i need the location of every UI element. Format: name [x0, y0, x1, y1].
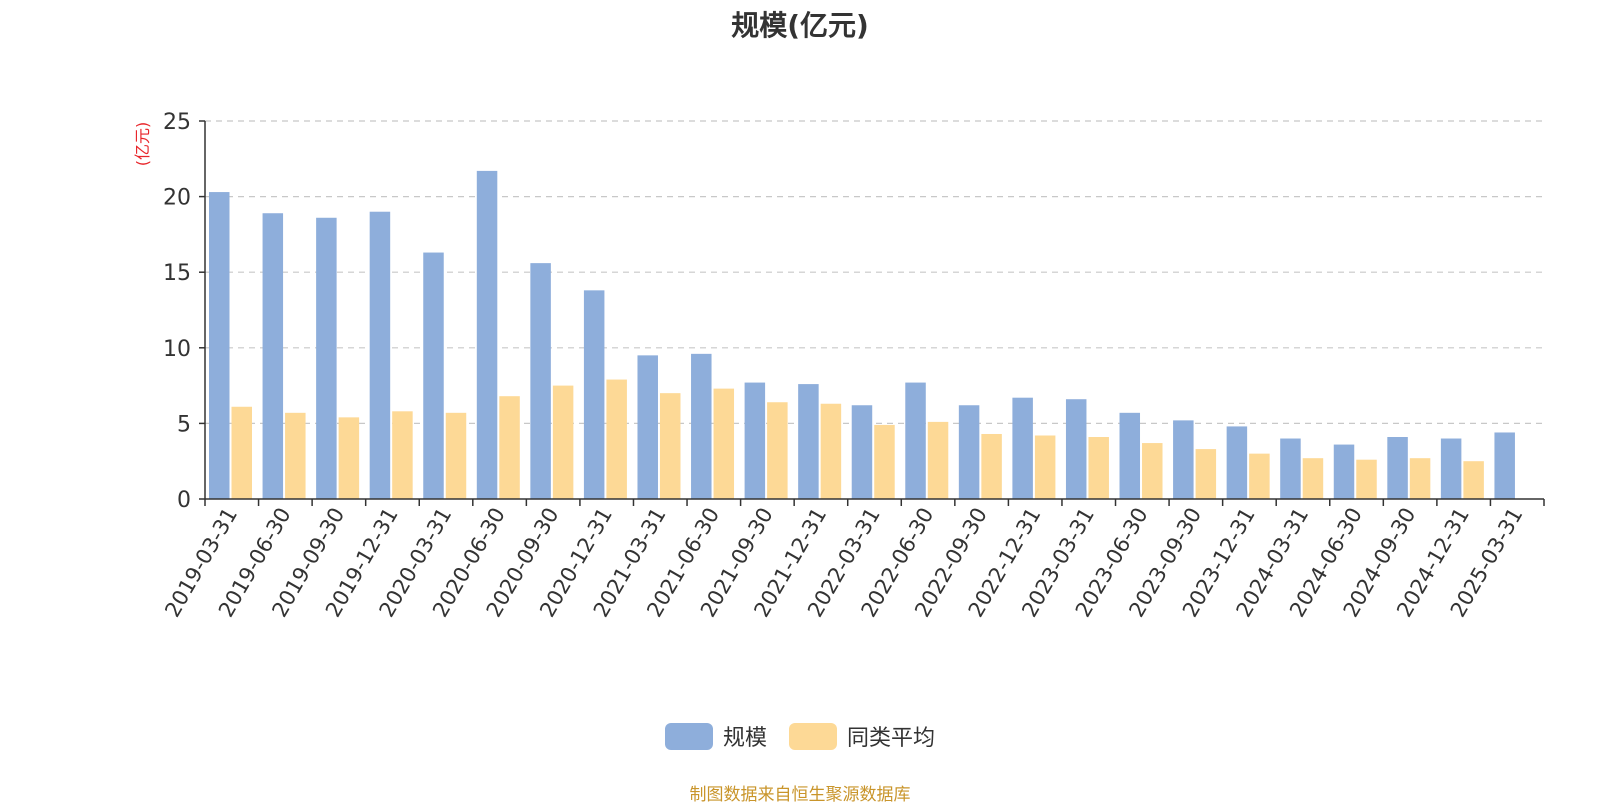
bar-scale[interactable]	[1226, 426, 1248, 499]
bar-peer-average[interactable]	[659, 393, 681, 499]
bar-scale[interactable]	[798, 384, 819, 499]
bar-scale[interactable]	[423, 252, 444, 499]
bar-peer-average[interactable]	[338, 417, 360, 499]
bar-scale[interactable]	[262, 213, 284, 499]
y-tick-label: 25	[163, 110, 191, 135]
y-tick-label: 5	[177, 412, 191, 437]
bar-peer-average[interactable]	[1302, 458, 1324, 499]
bar-peer-average[interactable]	[392, 411, 413, 499]
bar-peer-average[interactable]	[231, 406, 253, 499]
bar-scale[interactable]	[369, 211, 391, 499]
legend-item-scale[interactable]: 规模	[664, 720, 767, 752]
source-note: 制图数据来自恒生聚源数据库	[689, 785, 911, 805]
bar-scale[interactable]	[1119, 412, 1141, 499]
bar-peer-average[interactable]	[1034, 435, 1056, 499]
bar-peer-average[interactable]	[874, 424, 895, 499]
bars	[209, 170, 1515, 499]
bar-scale[interactable]	[1065, 399, 1087, 499]
bar-scale[interactable]	[209, 192, 230, 499]
bar-peer-average[interactable]	[981, 433, 1002, 499]
bar-scale[interactable]	[637, 355, 658, 499]
bar-scale[interactable]	[1440, 438, 1462, 499]
bar-peer-average[interactable]	[1356, 459, 1377, 499]
y-tick-label: 20	[163, 186, 191, 211]
axes: 05101520252019-03-312019-06-302019-09-30…	[160, 110, 1545, 621]
y-axis-label: (亿元)	[133, 122, 152, 167]
legend: 规模 同类平均	[0, 720, 1600, 752]
bar-peer-average[interactable]	[1249, 453, 1270, 499]
bar-scale[interactable]	[583, 290, 605, 499]
bar-scale[interactable]	[744, 382, 766, 499]
bar-peer-average[interactable]	[1142, 443, 1163, 499]
bar-scale[interactable]	[530, 263, 551, 499]
legend-label-peer-average: 同类平均	[847, 726, 936, 751]
bar-scale[interactable]	[851, 405, 873, 499]
bar-peer-average[interactable]	[445, 412, 467, 499]
bar-scale[interactable]	[476, 170, 498, 499]
bar-peer-average[interactable]	[606, 379, 627, 499]
bar-peer-average[interactable]	[1088, 437, 1109, 499]
bar-peer-average[interactable]	[285, 412, 306, 499]
bar-scale[interactable]	[1387, 437, 1408, 499]
bar-scale[interactable]	[1333, 444, 1355, 499]
bar-peer-average[interactable]	[713, 388, 735, 499]
bar-scale[interactable]	[316, 217, 337, 499]
bar-peer-average[interactable]	[767, 402, 788, 499]
bar-scale[interactable]	[1173, 420, 1194, 499]
bar-scale[interactable]	[691, 353, 712, 499]
bar-scale[interactable]	[905, 382, 926, 499]
bar-peer-average[interactable]	[552, 385, 574, 499]
bar-peer-average[interactable]	[1195, 449, 1217, 499]
y-tick-label: 0	[177, 488, 191, 513]
legend-label-scale: 规模	[722, 726, 767, 751]
bar-scale[interactable]	[1280, 438, 1301, 499]
legend-swatch-peer-average	[789, 722, 837, 750]
bar-peer-average[interactable]	[1409, 458, 1431, 499]
bar-peer-average[interactable]	[1463, 461, 1484, 499]
bar-peer-average[interactable]	[820, 403, 842, 499]
gridlines	[205, 120, 1544, 424]
bar-scale[interactable]	[1012, 397, 1033, 499]
legend-swatch-scale	[664, 722, 713, 750]
legend-item-peer-average[interactable]: 同类平均	[789, 720, 935, 752]
y-tick-label: 10	[163, 337, 191, 362]
bar-scale[interactable]	[1494, 432, 1515, 499]
bar-scale[interactable]	[958, 405, 980, 499]
y-tick-label: 15	[163, 261, 191, 286]
bar-peer-average[interactable]	[927, 421, 949, 499]
bar-peer-average[interactable]	[499, 396, 520, 499]
chart-title: 规模(亿元)	[731, 9, 869, 42]
